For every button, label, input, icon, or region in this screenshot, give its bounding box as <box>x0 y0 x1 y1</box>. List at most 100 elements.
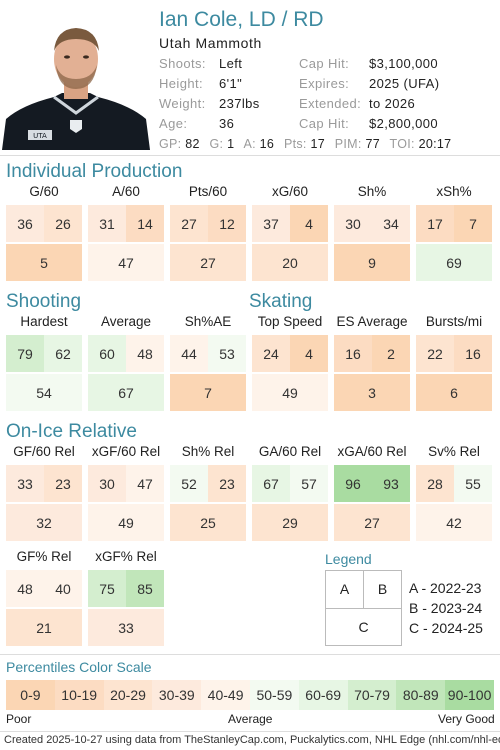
info-extended-value: to 2026 <box>369 96 416 111</box>
metric-cell-b: 47 <box>126 465 164 502</box>
team-name: Utah Mammoth <box>159 35 262 51</box>
scale-label-poor: Poor <box>6 712 32 726</box>
legend-divider-horizontal <box>326 608 401 609</box>
metric-label: Hardest <box>20 314 68 329</box>
scale-bin: 60-69 <box>298 680 348 710</box>
legend-cell-b: B <box>377 581 388 597</box>
metric-cell-b: 14 <box>126 205 164 242</box>
metric-label: G/60 <box>29 184 59 199</box>
metric-cell-b: 23 <box>44 465 82 502</box>
metric-label: xGA/60 Rel <box>337 444 407 459</box>
metric-label: xGF% Rel <box>95 549 157 564</box>
metric-cell-a: 75 <box>88 570 126 607</box>
metric-cell-c: 9 <box>334 244 410 281</box>
metric-label: Sv% Rel <box>428 444 480 459</box>
metric-cell-a: 27 <box>170 205 208 242</box>
player-photo: UTA <box>2 17 150 150</box>
metric-cell-b: 2 <box>372 335 410 372</box>
metric-cell-a: 33 <box>6 465 44 502</box>
metric-cell-a: 44 <box>170 335 208 372</box>
scale-bin: 0-9 <box>6 680 55 710</box>
section-individual-production: Individual Production <box>6 161 183 182</box>
section-skating: Skating <box>249 291 313 312</box>
metric-label: xSh% <box>436 184 472 199</box>
info-age-value: 36 <box>219 116 235 131</box>
info-shoots-value: Left <box>219 56 243 71</box>
info-weight: Weight: <box>159 96 206 111</box>
metric-cell-b: 48 <box>126 335 164 372</box>
metric-cell-a: 31 <box>88 205 126 242</box>
legend-divider-vertical <box>363 571 364 608</box>
metric-cell-c: 7 <box>170 374 246 411</box>
metric-label: Sh% <box>357 184 387 199</box>
metric-label: GF/60 Rel <box>13 444 75 459</box>
metric-cell-c: 54 <box>6 374 82 411</box>
metric-cell-c: 49 <box>88 504 164 541</box>
scale-bin: 10-19 <box>54 680 104 710</box>
metric-label: Bursts/mi <box>425 314 483 329</box>
metric-cell-a: 22 <box>416 335 454 372</box>
metric-cell-c: 33 <box>88 609 164 646</box>
metric-cell-b: 23 <box>208 465 246 502</box>
scale-label-very-good: Very Good <box>438 712 495 726</box>
metric-cell-b: 26 <box>44 205 82 242</box>
info-expires: Expires: <box>299 76 350 91</box>
info-height: Height: <box>159 76 203 91</box>
metric-cell-b: 40 <box>44 570 82 607</box>
metric-label: ES Average <box>336 314 408 329</box>
metric-label: Pts/60 <box>188 184 228 199</box>
metric-cell-a: 48 <box>6 570 44 607</box>
metric-label: xG/60 <box>271 184 309 199</box>
metric-cell-c: 32 <box>6 504 82 541</box>
metric-cell-a: 30 <box>334 205 372 242</box>
metric-cell-b: 62 <box>44 335 82 372</box>
footer-credits: Created 2025-10-27 using data from TheSt… <box>4 734 500 746</box>
jersey-logo: UTA <box>33 132 47 140</box>
info-new-cap-hit-value: $2,800,000 <box>369 116 439 131</box>
metric-cell-b: 7 <box>454 205 492 242</box>
metric-cell-a: 96 <box>334 465 372 502</box>
metric-cell-c: 47 <box>88 244 164 281</box>
scale-bin: 80-89 <box>396 680 446 710</box>
info-height-value: 6'1" <box>219 76 243 91</box>
legend-cell-a: A <box>339 581 350 597</box>
metric-cell-b: 93 <box>372 465 410 502</box>
scale-bin: 70-79 <box>347 680 397 710</box>
metric-label: GA/60 Rel <box>258 444 322 459</box>
metric-cell-a: 37 <box>252 205 290 242</box>
metric-label: Sh% Rel <box>181 444 235 459</box>
metric-cell-c: 6 <box>416 374 492 411</box>
metric-cell-b: 57 <box>290 465 328 502</box>
metric-cell-c: 20 <box>252 244 328 281</box>
metric-cell-b: 85 <box>126 570 164 607</box>
legend-box: A B C <box>325 570 402 646</box>
metric-cell-a: 52 <box>170 465 208 502</box>
percentiles-title: Percentiles Color Scale <box>6 659 152 675</box>
metric-cell-c: 42 <box>416 504 492 541</box>
metric-cell-c: 69 <box>416 244 492 281</box>
metric-cell-a: 16 <box>334 335 372 372</box>
metric-cell-c: 67 <box>88 374 164 411</box>
scale-bin: 30-39 <box>152 680 202 710</box>
legend-a-text: A - 2022-23 <box>409 580 482 596</box>
metric-cell-c: 27 <box>334 504 410 541</box>
legend-title: Legend <box>325 551 372 567</box>
metric-label: Average <box>100 314 152 329</box>
metric-cell-b: 53 <box>208 335 246 372</box>
metric-label: Sh%AE <box>184 314 232 329</box>
info-extended: Extended: <box>299 96 362 111</box>
info-shoots: Shoots: <box>159 56 206 71</box>
metric-cell-b: 16 <box>454 335 492 372</box>
footer-divider <box>0 731 500 732</box>
header-divider <box>0 155 500 156</box>
legend-b-text: B - 2023-24 <box>409 600 483 616</box>
metric-cell-a: 28 <box>416 465 454 502</box>
scale-bin: 40-49 <box>201 680 250 710</box>
metric-cell-a: 17 <box>416 205 454 242</box>
metric-cell-c: 3 <box>334 374 410 411</box>
metric-cell-a: 24 <box>252 335 290 372</box>
info-cap-hit: Cap Hit: <box>299 56 350 71</box>
metric-cell-c: 29 <box>252 504 328 541</box>
section-shooting: Shooting <box>6 291 82 312</box>
metric-label: GF% Rel <box>16 549 72 564</box>
